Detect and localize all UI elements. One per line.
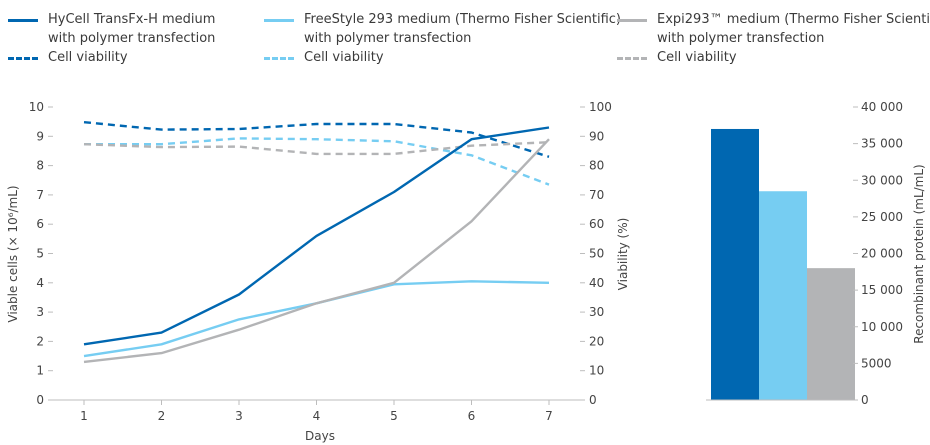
y2-tick-label: 90 — [589, 129, 604, 143]
bar-y-tick-label: 20 000 — [861, 247, 903, 261]
legend-label: FreeStyle 293 medium (Thermo Fisher Scie… — [304, 10, 621, 48]
bar — [807, 268, 855, 400]
bar-y-axis-label: Recombinant protein (mL/mL) — [912, 164, 926, 343]
legend-swatch — [617, 57, 647, 60]
y-tick-label: 0 — [36, 393, 44, 407]
y2-tick-label: 50 — [589, 247, 604, 261]
bar-y-tick-label: 40 000 — [861, 100, 903, 114]
x-tick-label: 3 — [235, 409, 243, 423]
legend-swatch — [617, 19, 647, 22]
legend-label-line: Cell viability — [657, 50, 737, 65]
legend-swatch — [8, 57, 38, 60]
y2-tick-label: 60 — [589, 217, 604, 231]
viability-series-line — [83, 141, 550, 156]
legend-label-line: FreeStyle 293 medium (Thermo Fisher Scie… — [304, 12, 621, 27]
y2-tick-label: 70 — [589, 188, 604, 202]
y-tick-label: 4 — [36, 276, 44, 290]
y-tick-label: 8 — [36, 159, 44, 173]
bar-y-tick-label: 25 000 — [861, 210, 903, 224]
legend-label-line: Cell viability — [304, 50, 384, 65]
cell-density-series-line — [83, 138, 550, 364]
legend-label-line: Cell viability — [48, 50, 128, 65]
legend-label-line: with polymer transfection — [48, 31, 216, 46]
y-tick-label: 3 — [36, 305, 44, 319]
bar-y-tick-label: 10 000 — [861, 320, 903, 334]
legend-label: Cell viability — [304, 48, 384, 67]
cell-density-series-line — [83, 126, 550, 346]
y-tick-label: 10 — [29, 100, 44, 114]
y-tick-label: 5 — [36, 247, 44, 261]
viability-series-line — [83, 121, 550, 158]
bar-chart: Recombinant protein (mL/mL) 0 5000 10 000 1… — [706, 100, 926, 407]
bar — [759, 191, 807, 400]
legend-label-line: HyCell TransFx-H medium — [48, 12, 216, 27]
legend-swatch — [264, 19, 294, 22]
line-chart: Viable cells (× 10⁶/mL) Viability (%) Da… — [6, 100, 630, 443]
bar-y-tick-label: 5000 — [861, 356, 892, 370]
bar-y-tick-label: 35 000 — [861, 137, 903, 151]
bar — [711, 128, 759, 400]
x-axis-label: Days — [305, 429, 335, 443]
y2-tick-label: 0 — [589, 393, 597, 407]
legend-label-line: with polymer transfection — [657, 31, 825, 46]
legend: HyCell TransFx-H medium with polymer tran… — [0, 0, 930, 80]
legend-label: Expi293™ medium (Thermo Fisher Scientifi… — [657, 10, 930, 48]
x-tick-label: 6 — [468, 409, 476, 423]
legend-label: Cell viability — [48, 48, 128, 67]
y-tick-label: 2 — [36, 334, 44, 348]
legend-label: HyCell TransFx-H medium with polymer tran… — [48, 10, 215, 48]
y2-tick-label: 80 — [589, 159, 604, 173]
y-tick-label: 1 — [36, 364, 44, 378]
y-axis-label: Viable cells (× 10⁶/mL) — [6, 185, 20, 322]
bar-y-tick-label: 30 000 — [861, 173, 903, 187]
x-tick-label: 5 — [390, 409, 398, 423]
x-tick-label: 1 — [80, 409, 88, 423]
y2-tick-label: 40 — [589, 276, 604, 290]
x-tick-label: 2 — [158, 409, 166, 423]
y2-axis-label: Viability (%) — [616, 218, 630, 291]
legend-label: Cell viability — [657, 48, 737, 67]
y-tick-label: 7 — [36, 188, 44, 202]
legend-swatch — [8, 19, 38, 22]
y2-tick-label: 30 — [589, 305, 604, 319]
cell-density-series-line — [83, 280, 550, 358]
legend-swatch — [264, 57, 294, 60]
y2-tick-label: 20 — [589, 334, 604, 348]
bar-y-tick-label: 0 — [861, 393, 869, 407]
y-tick-label: 9 — [36, 129, 44, 143]
bar-y-tick-label: 15 000 — [861, 283, 903, 297]
viability-series-line — [84, 137, 550, 186]
legend-label-line: Expi293™ medium (Thermo Fisher Scientifi… — [657, 12, 930, 27]
x-tick-label: 7 — [545, 409, 553, 423]
y-tick-label: 6 — [36, 217, 44, 231]
y2-tick-label: 10 — [589, 364, 604, 378]
legend-label-line: with polymer transfection — [304, 31, 472, 46]
x-tick-label: 4 — [313, 409, 321, 423]
y2-tick-label: 100 — [589, 100, 612, 114]
